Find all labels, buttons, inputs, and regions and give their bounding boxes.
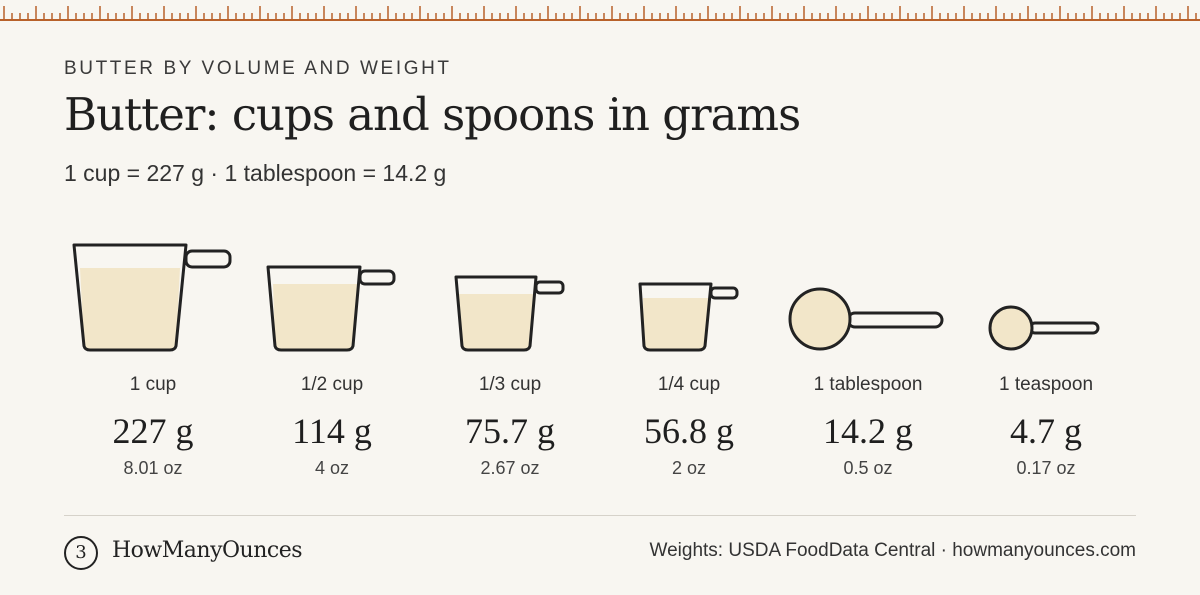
cup-half-icon xyxy=(266,265,396,352)
eyebrow: BUTTER BY VOLUME AND WEIGHT xyxy=(64,58,452,79)
measure-grams: 14.2 g xyxy=(823,411,913,451)
measure-ounces: 2.67 oz xyxy=(480,458,540,478)
brand-name: HowManyOunces xyxy=(112,538,303,563)
measure-ounces: 8.01 oz xyxy=(123,458,183,478)
measure-label: 1/3 cup xyxy=(478,374,542,395)
page-subtitle: 1 cup = 227 g · 1 tablespoon = 14.2 g xyxy=(64,160,447,186)
source-credit: Weights: USDA FoodData Central · howmany… xyxy=(649,540,1136,561)
measure-ounces: 0.17 oz xyxy=(1016,458,1076,478)
measure-label: 1 teaspoon xyxy=(998,374,1094,395)
measure-label: 1 tablespoon xyxy=(813,374,923,395)
footer-divider xyxy=(64,515,1136,516)
measure-ounces: 0.5 oz xyxy=(843,458,893,478)
measure-label: 1 cup xyxy=(129,374,177,395)
measure-label: 1/4 cup xyxy=(657,374,721,395)
teaspoon-icon xyxy=(988,305,1100,351)
measure-teaspoon: 1 teaspoon 4.7 g 0.17 oz xyxy=(946,373,1146,479)
measure-grams: 4.7 g xyxy=(1010,411,1082,451)
ruler-border xyxy=(0,6,1200,21)
cup-third-icon xyxy=(454,275,565,352)
measure-ounces: 2 oz xyxy=(671,458,707,478)
cup-quarter-icon xyxy=(638,282,739,352)
measure-ounces: 4 oz xyxy=(314,458,350,478)
measure-grams: 56.8 g xyxy=(644,411,734,451)
measure-grams: 114 g xyxy=(292,411,372,451)
measure-grams: 75.7 g xyxy=(465,411,555,451)
measure-third-cup: 1/3 cup 75.7 g 2.67 oz xyxy=(410,373,610,479)
cup-1-icon xyxy=(72,243,232,352)
tablespoon-icon xyxy=(788,287,944,351)
measure-label: 1/2 cup xyxy=(300,374,364,395)
measure-quarter-cup: 1/4 cup 56.8 g 2 oz xyxy=(589,373,789,479)
measure-half-cup: 1/2 cup 114 g 4 oz xyxy=(232,373,432,479)
measure-1-cup: 1 cup 227 g 8.01 oz xyxy=(53,373,253,479)
measure-tablespoon: 1 tablespoon 14.2 g 0.5 oz xyxy=(768,373,968,479)
brand-logo-icon: 3 xyxy=(64,536,98,570)
measure-grams: 227 g xyxy=(112,411,194,451)
page-title: Butter: cups and spoons in grams xyxy=(64,88,801,141)
